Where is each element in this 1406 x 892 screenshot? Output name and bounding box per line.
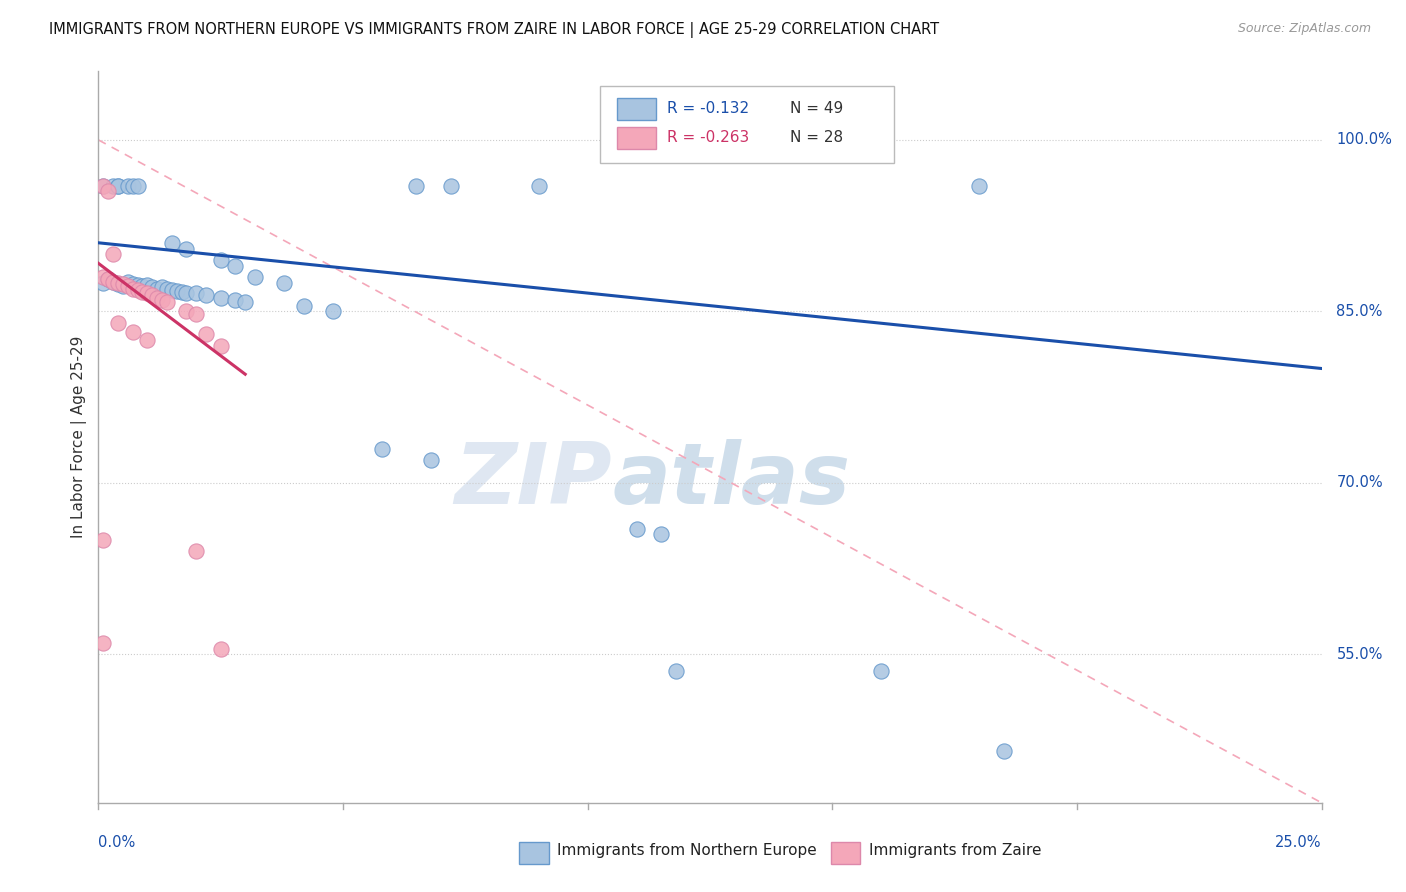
Point <box>107 277 129 291</box>
Point <box>176 286 198 301</box>
Point <box>117 275 139 289</box>
Text: Immigrants from Northern Europe: Immigrants from Northern Europe <box>557 843 817 858</box>
Text: Immigrants from Zaire: Immigrants from Zaire <box>869 843 1042 858</box>
Point <box>273 276 295 290</box>
Point <box>101 178 124 193</box>
Point <box>141 288 163 302</box>
Point <box>405 178 427 193</box>
Point <box>91 178 114 193</box>
FancyBboxPatch shape <box>519 842 548 864</box>
Point <box>150 280 173 294</box>
Point <box>127 278 149 293</box>
Text: IMMIGRANTS FROM NORTHERN EUROPE VS IMMIGRANTS FROM ZAIRE IN LABOR FORCE | AGE 25: IMMIGRANTS FROM NORTHERN EUROPE VS IMMIG… <box>49 22 939 38</box>
Point <box>967 178 990 193</box>
Point <box>665 665 688 679</box>
Point <box>870 665 893 679</box>
Point <box>186 307 208 321</box>
Point <box>101 275 124 289</box>
Point <box>160 235 183 250</box>
Point <box>650 527 672 541</box>
Text: ZIP: ZIP <box>454 440 612 523</box>
Point <box>156 281 179 295</box>
Point <box>136 286 159 301</box>
Point <box>111 277 134 291</box>
Point <box>127 178 149 193</box>
Point <box>160 283 183 297</box>
Point <box>176 242 198 256</box>
Point <box>150 293 173 307</box>
Point <box>626 521 648 535</box>
Point <box>243 270 266 285</box>
Text: R = -0.263: R = -0.263 <box>668 130 749 145</box>
Point <box>156 295 179 310</box>
Point <box>209 291 232 305</box>
Text: 55.0%: 55.0% <box>1336 647 1382 662</box>
FancyBboxPatch shape <box>831 842 860 864</box>
Point <box>209 641 232 656</box>
FancyBboxPatch shape <box>617 127 657 149</box>
Point <box>97 272 120 286</box>
Point <box>91 178 114 193</box>
Point <box>127 283 149 297</box>
Point <box>146 281 169 295</box>
Point <box>136 278 159 293</box>
Point <box>195 288 218 302</box>
Point <box>131 285 153 299</box>
Point <box>420 453 443 467</box>
Point <box>97 272 120 286</box>
Point <box>101 247 124 261</box>
Point <box>322 304 344 318</box>
Point <box>146 291 169 305</box>
Point <box>91 533 114 547</box>
Text: R = -0.132: R = -0.132 <box>668 101 749 116</box>
Point <box>101 275 124 289</box>
Point <box>136 333 159 347</box>
Text: 25.0%: 25.0% <box>1275 835 1322 850</box>
Text: 100.0%: 100.0% <box>1336 132 1392 147</box>
Text: atlas: atlas <box>612 440 851 523</box>
Point <box>195 327 218 342</box>
Point <box>527 178 550 193</box>
Point <box>186 286 208 301</box>
Point <box>107 276 129 290</box>
Point <box>121 325 143 339</box>
Point <box>117 178 139 193</box>
Text: N = 28: N = 28 <box>790 130 842 145</box>
Point <box>91 276 114 290</box>
Point <box>371 442 394 456</box>
Point <box>131 279 153 293</box>
Text: N = 49: N = 49 <box>790 101 842 116</box>
Point <box>121 277 143 291</box>
Point <box>176 304 198 318</box>
FancyBboxPatch shape <box>600 86 894 163</box>
Point <box>209 339 232 353</box>
Point <box>233 295 256 310</box>
Text: 85.0%: 85.0% <box>1336 304 1382 318</box>
Text: 0.0%: 0.0% <box>98 835 135 850</box>
Point <box>186 544 208 558</box>
Point <box>121 178 143 193</box>
Point <box>107 316 129 330</box>
Point <box>121 281 143 295</box>
Point <box>993 744 1015 758</box>
Point <box>440 178 463 193</box>
Point <box>292 299 315 313</box>
Point <box>224 293 246 307</box>
Text: 70.0%: 70.0% <box>1336 475 1384 491</box>
Point <box>91 270 114 285</box>
Point <box>91 636 114 650</box>
Point <box>224 259 246 273</box>
Point <box>141 280 163 294</box>
FancyBboxPatch shape <box>617 98 657 120</box>
Point <box>166 284 188 298</box>
Point <box>209 252 232 267</box>
Point <box>107 178 129 193</box>
Point <box>97 185 120 199</box>
Point <box>107 178 129 193</box>
Text: Source: ZipAtlas.com: Source: ZipAtlas.com <box>1237 22 1371 36</box>
Point <box>117 279 139 293</box>
Point <box>170 285 193 299</box>
Y-axis label: In Labor Force | Age 25-29: In Labor Force | Age 25-29 <box>72 336 87 538</box>
Point <box>111 279 134 293</box>
